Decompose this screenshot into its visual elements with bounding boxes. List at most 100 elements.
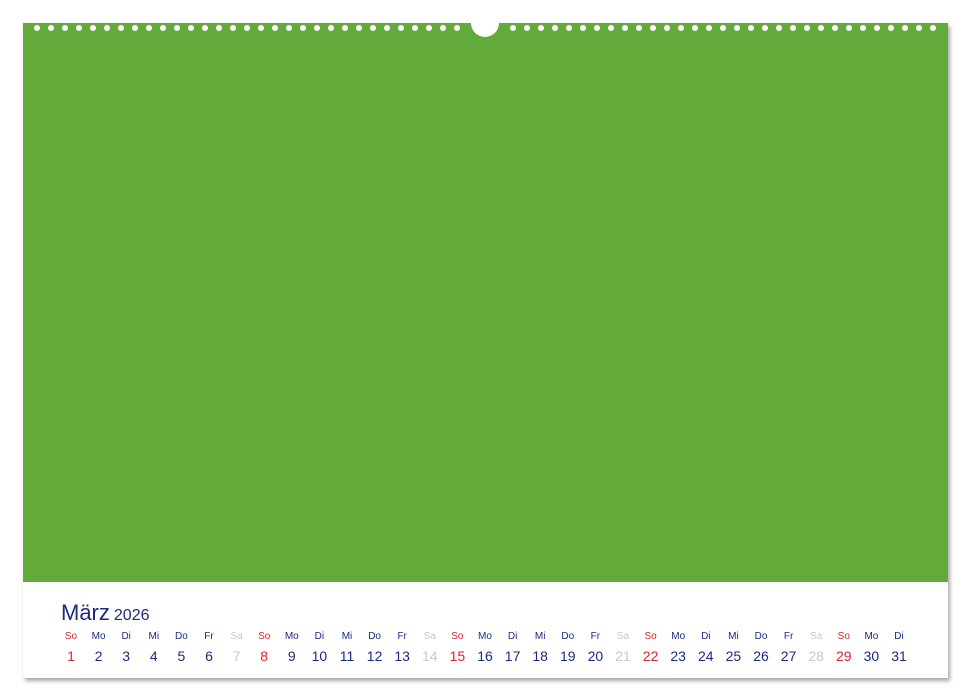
weekday-label: Mi: [728, 631, 739, 642]
weekday-label: Sa: [423, 631, 436, 642]
binding-hole: [636, 25, 642, 31]
binding-hole: [258, 25, 264, 31]
weekday-label: Mi: [341, 631, 353, 642]
weekday-label: So: [837, 631, 850, 642]
day-number: 11: [339, 648, 355, 664]
binding-hole: [412, 25, 418, 31]
day-number: 21: [615, 648, 631, 664]
binding-hole: [440, 25, 446, 31]
binding-hole: [328, 25, 334, 31]
day-number: 16: [477, 648, 493, 664]
binding-hole: [244, 25, 250, 31]
day-number: 8: [260, 648, 269, 664]
weekday-label: Di: [507, 631, 518, 642]
binding-hole: [300, 25, 306, 31]
binding-hole: [48, 25, 54, 31]
weekday-label: Do: [754, 631, 768, 642]
binding-hole: [580, 25, 586, 31]
binding-hole: [608, 25, 614, 31]
day-number: 15: [449, 648, 466, 664]
binding-hole: [104, 25, 110, 31]
weekday-label: Do: [368, 631, 381, 642]
day-number: 10: [311, 648, 328, 664]
photo-area: [23, 23, 948, 582]
weekday-label: Di: [894, 631, 904, 642]
binding-hole: [510, 25, 516, 31]
day-number: 29: [836, 648, 852, 664]
weekday-label: Fr: [204, 631, 214, 642]
weekday-label: So: [258, 631, 271, 642]
year: 2026: [113, 607, 150, 624]
day-number: 23: [670, 648, 686, 664]
day-number: 5: [177, 648, 186, 664]
weekday-label: Mo: [478, 631, 492, 642]
day-number: 19: [560, 648, 576, 664]
day-number: 17: [504, 648, 521, 664]
binding-hole: [160, 25, 166, 31]
weekday-label: Sa: [616, 631, 630, 642]
weekday-label: Di: [121, 631, 131, 642]
binding-hole: [804, 25, 810, 31]
binding-hole: [398, 25, 404, 31]
binding-hole: [384, 25, 390, 31]
binding-hole: [356, 25, 362, 31]
weekday-label: Mi: [148, 631, 160, 642]
day-number: 28: [808, 648, 824, 664]
binding-hole: [286, 25, 292, 31]
binding-hole: [622, 25, 628, 31]
binding-hole: [692, 25, 698, 31]
binding-hole: [902, 25, 908, 31]
binding-hole: [230, 25, 236, 31]
month-title: März 2026: [61, 600, 149, 626]
weekday-label: Mo: [284, 631, 299, 642]
binding-hole: [846, 25, 852, 31]
binding-hole: [706, 25, 712, 31]
weekday-label: Mi: [534, 631, 546, 642]
day-number: 6: [205, 648, 213, 664]
binding-hole: [454, 25, 460, 31]
weekday-label: Mo: [91, 631, 106, 642]
weekday-label: Di: [314, 631, 325, 642]
binding-hole: [174, 25, 180, 31]
day-number: 24: [698, 648, 714, 664]
binding-hole: [818, 25, 824, 31]
binding-hole: [538, 25, 544, 31]
weekday-label: So: [451, 631, 464, 642]
day-number: 18: [532, 648, 548, 664]
day-number: 13: [394, 648, 410, 664]
binding-hole: [720, 25, 726, 31]
month-name: März: [61, 600, 110, 625]
binding-hole: [90, 25, 96, 31]
binding-hole: [874, 25, 880, 31]
hanger-notch: [471, 9, 499, 37]
day-number: 12: [366, 648, 383, 664]
weekday-label: Sa: [230, 631, 243, 642]
day-number: 1: [67, 648, 75, 664]
binding-hole: [916, 25, 922, 31]
binding-hole: [832, 25, 838, 31]
day-number: 14: [422, 648, 438, 664]
binding-hole: [664, 25, 670, 31]
binding-hole: [202, 25, 208, 31]
binding-hole: [524, 25, 530, 31]
binding-hole: [776, 25, 782, 31]
binding-hole: [272, 25, 278, 31]
binding-hole: [860, 25, 866, 31]
weekday-label: Di: [701, 631, 711, 642]
weekday-label: Fr: [397, 631, 407, 642]
binding-hole: [216, 25, 222, 31]
day-number: 7: [232, 648, 241, 664]
binding-hole: [132, 25, 138, 31]
binding-hole: [790, 25, 796, 31]
weekday-label: Do: [561, 631, 575, 642]
binding-hole: [188, 25, 194, 31]
weekday-label: Fr: [783, 631, 794, 642]
binding-hole: [566, 25, 572, 31]
binding-hole: [76, 25, 82, 31]
binding-hole: [678, 25, 684, 31]
binding-hole: [888, 25, 894, 31]
binding-hole: [762, 25, 768, 31]
weekday-label: Sa: [810, 631, 823, 642]
day-number: 30: [863, 648, 880, 664]
calendar-page: März 2026 So 1 Mo 2 Di 3 Mi 4 Do 5 Fr 6 Sa 7 So 8 Mo 9 Di 10…: [23, 9, 948, 678]
